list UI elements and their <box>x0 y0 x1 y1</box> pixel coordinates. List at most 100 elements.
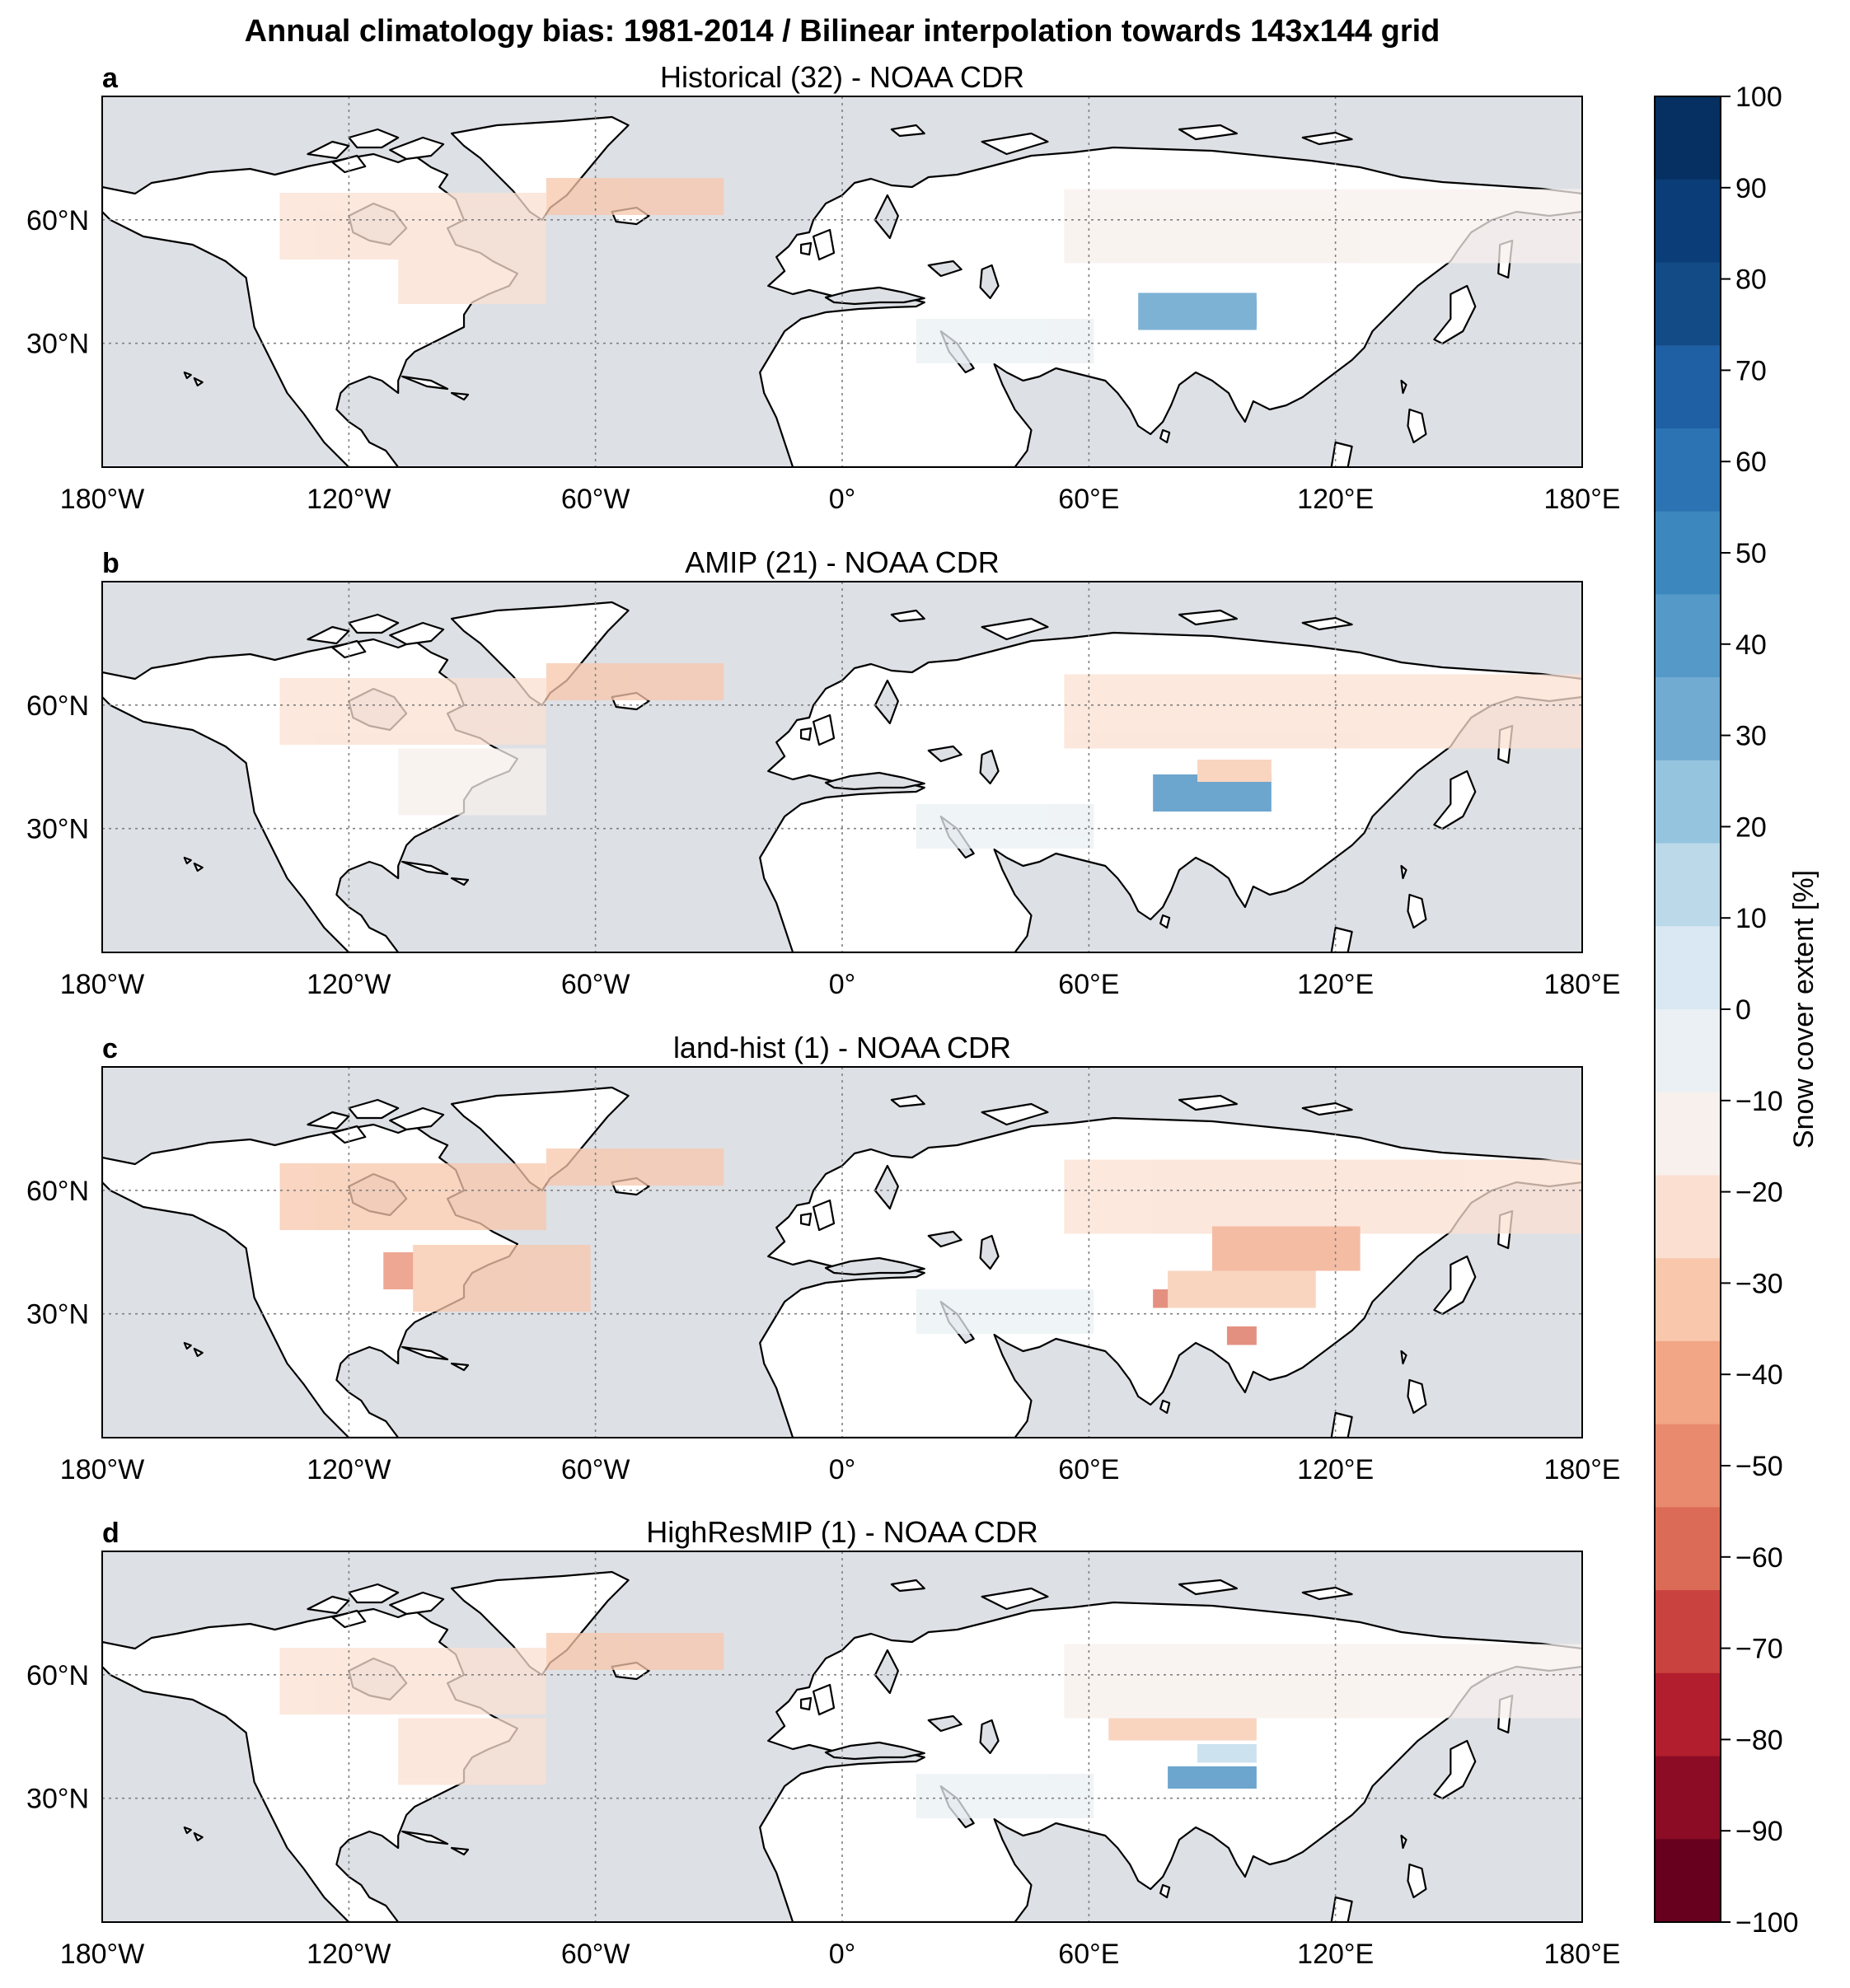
colorbar-segment <box>1655 1340 1721 1425</box>
colorbar-segment <box>1655 1175 1721 1259</box>
bias-cell <box>1168 1766 1257 1789</box>
bias-cell <box>1064 189 1582 264</box>
lon-tick-label: 60°E <box>1058 969 1119 1000</box>
lon-tick-label: 180°E <box>1543 1454 1620 1485</box>
lon-tick-label: 60°E <box>1058 484 1119 515</box>
lon-tick-label: 120°W <box>307 1454 391 1485</box>
bias-cell <box>546 178 724 215</box>
panel-title: AMIP (21) - NOAA CDR <box>685 545 999 579</box>
bias-cell <box>1064 1159 1582 1234</box>
panel-letter: a <box>102 63 119 94</box>
lon-tick-label: 60°W <box>561 969 630 1000</box>
colorbar-segment <box>1655 926 1721 1010</box>
bias-cell <box>398 252 546 304</box>
lon-tick-label: 180°W <box>60 1454 144 1485</box>
colorbar-segment <box>1655 1756 1721 1840</box>
colorbar-tick-label: 30 <box>1735 721 1767 752</box>
bias-cell <box>279 1648 546 1714</box>
colorbar-tick-label: −100 <box>1735 1907 1799 1939</box>
colorbar-label: Snow cover extent [%] <box>1788 870 1820 1148</box>
colorbar-tick-label: 80 <box>1735 264 1767 296</box>
lon-tick-label: 60°E <box>1058 1454 1119 1485</box>
colorbar-segment <box>1655 843 1721 927</box>
map-panel-b: b AMIP (21) - NOAA CDR 60°N 30°N 180°W 120°W 6… <box>26 545 1620 1000</box>
map-frame <box>101 581 1583 953</box>
lon-tick-label: 60°W <box>561 484 630 515</box>
map-panel-a: a Historical (32) - NOAA CDR 60°N 30°N 180°W… <box>26 60 1620 515</box>
colorbar-segment <box>1655 594 1721 678</box>
bias-cell <box>413 1245 591 1312</box>
lon-tick-label: 180°E <box>1543 1939 1620 1970</box>
lon-tick-label: 60°W <box>561 1454 630 1485</box>
bias-cell <box>279 193 546 260</box>
panel-letter: c <box>102 1033 118 1064</box>
colorbar-tick-label: −10 <box>1735 1086 1783 1117</box>
lat-tick-label: 60°N <box>26 1660 89 1691</box>
bias-cell <box>916 1289 1094 1334</box>
colorbar-tick-label: 10 <box>1735 903 1767 934</box>
lat-tick-label: 60°N <box>26 1176 89 1207</box>
colorbar-segment <box>1655 1092 1721 1176</box>
lon-tick-label: 0° <box>829 1454 856 1485</box>
colorbar-segment <box>1655 677 1721 761</box>
colorbar-tick-label: −60 <box>1735 1542 1783 1574</box>
lon-tick-label: 0° <box>829 969 856 1000</box>
bias-field <box>279 663 1582 849</box>
colorbar-segment <box>1655 511 1721 595</box>
colorbar-segment <box>1655 345 1721 429</box>
colorbar-tick-label: 100 <box>1735 82 1782 113</box>
bias-cell <box>1138 292 1257 330</box>
colorbar-tick-label: 20 <box>1735 812 1767 843</box>
colorbar-tick-label: 0 <box>1735 994 1751 1026</box>
colorbar-segment <box>1655 760 1721 844</box>
bias-field <box>279 1148 1582 1345</box>
bias-cell <box>546 1148 724 1186</box>
bias-cell <box>1108 1718 1257 1741</box>
lon-tick-label: 120°E <box>1297 484 1374 515</box>
bias-cell <box>1226 1326 1257 1345</box>
colorbar-segment <box>1655 1590 1721 1674</box>
lat-tick-label: 30°N <box>26 1299 89 1331</box>
bias-cell <box>546 663 724 700</box>
colorbar-tick-label: −80 <box>1735 1724 1783 1756</box>
bias-cell <box>398 748 546 816</box>
map-panel-d: d HighResMIP (1) - NOAA CDR 60°N 30°N 180°W 1… <box>26 1515 1620 1970</box>
lat-tick-label: 30°N <box>26 329 89 360</box>
bias-cell <box>279 678 546 745</box>
bias-cell <box>916 804 1094 849</box>
colorbar-segment <box>1655 1424 1721 1508</box>
colorbar-tick-label: −90 <box>1735 1816 1783 1847</box>
lon-tick-label: 180°W <box>60 969 144 1000</box>
panel-title: Historical (32) - NOAA CDR <box>660 60 1024 94</box>
bias-cell <box>1064 674 1582 749</box>
bias-cell <box>916 1774 1094 1818</box>
bias-cell <box>1197 760 1272 782</box>
colorbar-tick-label: −20 <box>1735 1177 1783 1209</box>
colorbar-tick-label: 90 <box>1735 173 1767 204</box>
colorbar-tick-label: −40 <box>1735 1359 1783 1391</box>
colorbar-tick-label: 50 <box>1735 538 1767 569</box>
colorbar-segment <box>1655 1009 1721 1093</box>
colorbar-tick-label: −50 <box>1735 1451 1783 1482</box>
bias-cell <box>279 1163 546 1230</box>
panel-title: land-hist (1) - NOAA CDR <box>673 1031 1011 1064</box>
bias-cell <box>916 319 1094 363</box>
lon-tick-label: 120°W <box>307 969 391 1000</box>
map-frame <box>101 1551 1583 1923</box>
bias-field <box>279 178 1582 363</box>
lon-tick-label: 120°W <box>307 1939 391 1970</box>
lon-tick-label: 120°E <box>1297 1939 1374 1970</box>
colorbar: 1009080706050403020100−10−20−30−40−50−60… <box>1654 82 1820 1939</box>
colorbar-segment <box>1655 1672 1721 1757</box>
lon-tick-label: 120°W <box>307 484 391 515</box>
map-frame <box>101 1066 1583 1438</box>
figure-title: Annual climatology bias: 1981-2014 / Bil… <box>245 14 1440 49</box>
bias-cell <box>1168 1270 1316 1308</box>
lon-tick-label: 120°E <box>1297 969 1374 1000</box>
map-panel-c: c land-hist (1) - NOAA CDR 60°N 30°N 180°W 12… <box>26 1031 1620 1485</box>
lon-tick-label: 120°E <box>1297 1454 1374 1485</box>
lat-tick-label: 60°N <box>26 205 89 236</box>
map-frame <box>101 96 1583 468</box>
bias-field <box>279 1633 1582 1818</box>
lat-tick-label: 30°N <box>26 814 89 845</box>
